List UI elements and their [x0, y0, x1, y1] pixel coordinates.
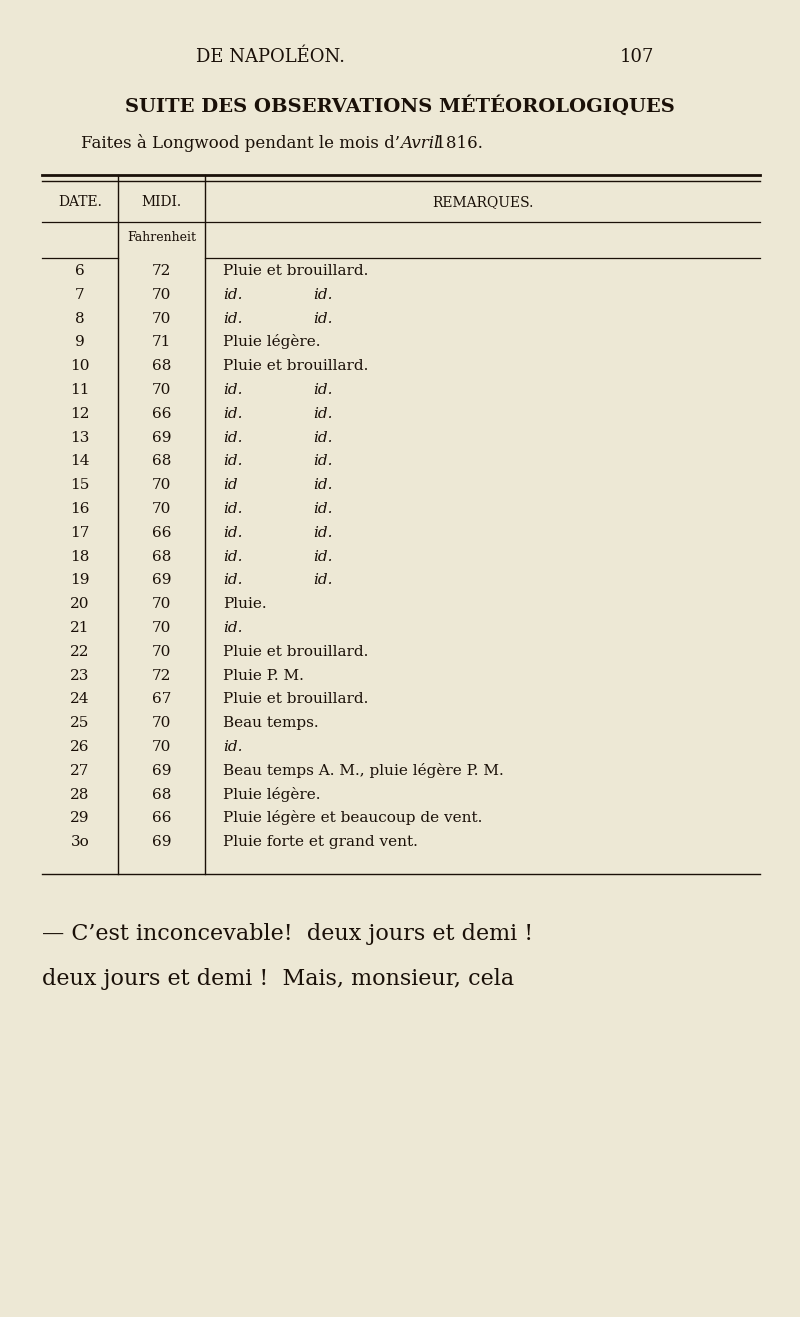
Text: id.: id. — [223, 502, 242, 516]
Text: id.: id. — [223, 454, 242, 469]
Text: id.: id. — [313, 573, 333, 587]
Text: 69: 69 — [152, 431, 171, 445]
Text: id.: id. — [313, 549, 333, 564]
Text: 6: 6 — [75, 263, 85, 278]
Text: 16: 16 — [70, 502, 90, 516]
Text: REMARQUES.: REMARQUES. — [432, 195, 533, 209]
Text: 24: 24 — [70, 693, 90, 706]
Text: 13: 13 — [70, 431, 90, 445]
Text: 107: 107 — [620, 47, 654, 66]
Text: 8: 8 — [75, 312, 85, 325]
Text: 26: 26 — [70, 740, 90, 755]
Text: id.: id. — [223, 383, 242, 396]
Text: 9: 9 — [75, 336, 85, 349]
Text: id.: id. — [223, 431, 242, 445]
Text: 70: 70 — [152, 288, 171, 302]
Text: Faites à Longwood pendant le mois d’: Faites à Longwood pendant le mois d’ — [81, 134, 400, 151]
Text: 69: 69 — [152, 835, 171, 849]
Text: 70: 70 — [152, 502, 171, 516]
Text: id.: id. — [223, 312, 242, 325]
Text: Pluie forte et grand vent.: Pluie forte et grand vent. — [223, 835, 418, 849]
Text: Pluie et brouillard.: Pluie et brouillard. — [223, 693, 368, 706]
Text: Pluie.: Pluie. — [223, 597, 266, 611]
Text: id: id — [223, 478, 238, 493]
Text: 25: 25 — [70, 716, 90, 730]
Text: 70: 70 — [152, 383, 171, 396]
Text: 10: 10 — [70, 360, 90, 373]
Text: 70: 70 — [152, 312, 171, 325]
Text: 68: 68 — [152, 549, 171, 564]
Text: id.: id. — [313, 525, 333, 540]
Text: 28: 28 — [70, 788, 90, 802]
Text: 7: 7 — [75, 288, 85, 302]
Text: 70: 70 — [152, 597, 171, 611]
Text: 70: 70 — [152, 716, 171, 730]
Text: 12: 12 — [70, 407, 90, 421]
Text: id.: id. — [313, 502, 333, 516]
Text: 1816.: 1816. — [430, 136, 483, 151]
Text: id.: id. — [223, 288, 242, 302]
Text: 71: 71 — [152, 336, 171, 349]
Text: Pluie et brouillard.: Pluie et brouillard. — [223, 360, 368, 373]
Text: 29: 29 — [70, 811, 90, 826]
Text: 20: 20 — [70, 597, 90, 611]
Text: 68: 68 — [152, 360, 171, 373]
Text: 70: 70 — [152, 645, 171, 658]
Text: 66: 66 — [152, 525, 171, 540]
Text: 11: 11 — [70, 383, 90, 396]
Text: 72: 72 — [152, 263, 171, 278]
Text: id.: id. — [313, 454, 333, 469]
Text: 70: 70 — [152, 478, 171, 493]
Text: MIDI.: MIDI. — [142, 195, 182, 209]
Text: Pluie et brouillard.: Pluie et brouillard. — [223, 645, 368, 658]
Text: 27: 27 — [70, 764, 90, 778]
Text: DE NAPOLÉON.: DE NAPOLÉON. — [195, 47, 345, 66]
Text: Fahrenheit: Fahrenheit — [127, 230, 196, 244]
Text: 18: 18 — [70, 549, 90, 564]
Text: 23: 23 — [70, 669, 90, 682]
Text: id.: id. — [223, 740, 242, 755]
Text: Pluie P. M.: Pluie P. M. — [223, 669, 304, 682]
Text: — C’est inconcevable!  deux jours et demi !: — C’est inconcevable! deux jours et demi… — [42, 923, 533, 946]
Text: deux jours et demi !  Mais, monsieur, cela: deux jours et demi ! Mais, monsieur, cel… — [42, 968, 514, 990]
Text: id.: id. — [223, 407, 242, 421]
Text: 68: 68 — [152, 788, 171, 802]
Text: Pluie légère et beaucoup de vent.: Pluie légère et beaucoup de vent. — [223, 810, 482, 826]
Text: 67: 67 — [152, 693, 171, 706]
Text: id.: id. — [313, 407, 333, 421]
Text: 66: 66 — [152, 407, 171, 421]
Text: DATE.: DATE. — [58, 195, 102, 209]
Text: SUITE DES OBSERVATIONS MÉTÉOROLOGIQUES: SUITE DES OBSERVATIONS MÉTÉOROLOGIQUES — [125, 95, 675, 116]
Text: id.: id. — [313, 288, 333, 302]
Text: Avril: Avril — [400, 136, 439, 151]
Text: id.: id. — [223, 549, 242, 564]
Text: 72: 72 — [152, 669, 171, 682]
Text: Pluie légère.: Pluie légère. — [223, 786, 321, 802]
Text: 21: 21 — [70, 622, 90, 635]
Text: Beau temps.: Beau temps. — [223, 716, 318, 730]
Text: 66: 66 — [152, 811, 171, 826]
Text: id.: id. — [223, 525, 242, 540]
Text: id.: id. — [223, 573, 242, 587]
Text: 17: 17 — [70, 525, 90, 540]
Text: 22: 22 — [70, 645, 90, 658]
Text: 19: 19 — [70, 573, 90, 587]
Text: 69: 69 — [152, 573, 171, 587]
Text: Pluie légère.: Pluie légère. — [223, 335, 321, 349]
Text: 70: 70 — [152, 622, 171, 635]
Text: id.: id. — [313, 383, 333, 396]
Text: Beau temps A. M., pluie légère P. M.: Beau temps A. M., pluie légère P. M. — [223, 763, 504, 778]
Text: id.: id. — [223, 622, 242, 635]
Text: 15: 15 — [70, 478, 90, 493]
Text: id.: id. — [313, 478, 333, 493]
Text: 3o: 3o — [70, 835, 90, 849]
Text: 68: 68 — [152, 454, 171, 469]
Text: id.: id. — [313, 431, 333, 445]
Text: 70: 70 — [152, 740, 171, 755]
Text: id.: id. — [313, 312, 333, 325]
Text: 14: 14 — [70, 454, 90, 469]
Text: 69: 69 — [152, 764, 171, 778]
Text: Pluie et brouillard.: Pluie et brouillard. — [223, 263, 368, 278]
